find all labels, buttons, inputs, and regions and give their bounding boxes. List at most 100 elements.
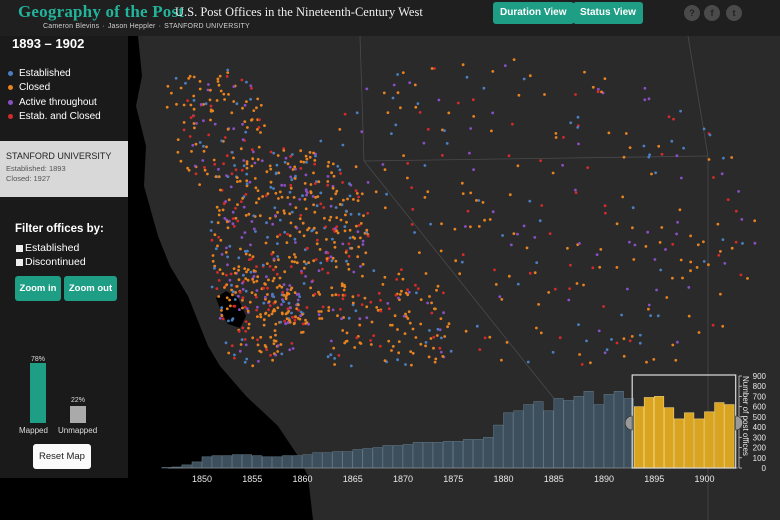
post-office-dot[interactable] — [225, 246, 228, 250]
post-office-dot[interactable] — [293, 177, 297, 180]
post-office-dot[interactable] — [280, 303, 283, 306]
post-office-dot[interactable] — [225, 154, 229, 158]
post-office-dot[interactable] — [620, 313, 623, 317]
post-office-dot[interactable] — [310, 229, 314, 233]
post-office-dot[interactable] — [272, 257, 276, 261]
post-office-dot[interactable] — [359, 265, 362, 268]
post-office-dot[interactable] — [299, 149, 303, 153]
post-office-dot[interactable] — [307, 322, 310, 326]
post-office-dot[interactable] — [286, 196, 290, 199]
post-office-dot[interactable] — [286, 321, 290, 325]
post-office-dot[interactable] — [356, 255, 360, 259]
post-office-dot[interactable] — [312, 203, 315, 207]
post-office-dot[interactable] — [361, 243, 365, 246]
post-office-dot[interactable] — [334, 192, 338, 196]
post-office-dot[interactable] — [377, 291, 381, 295]
post-office-dot[interactable] — [282, 293, 286, 297]
post-office-dot[interactable] — [226, 263, 229, 267]
post-office-dot[interactable] — [624, 132, 628, 135]
post-office-dot[interactable] — [424, 344, 427, 348]
post-office-dot[interactable] — [652, 358, 656, 361]
post-office-dot[interactable] — [298, 217, 302, 221]
post-office-dot[interactable] — [411, 351, 415, 355]
post-office-dot[interactable] — [659, 268, 663, 272]
post-office-dot[interactable] — [582, 283, 585, 287]
post-office-dot[interactable] — [259, 335, 263, 339]
post-office-dot[interactable] — [299, 160, 303, 163]
post-office-dot[interactable] — [643, 86, 647, 90]
post-office-dot[interactable] — [186, 99, 189, 102]
post-office-dot[interactable] — [264, 194, 268, 198]
post-office-dot[interactable] — [243, 267, 247, 270]
post-office-dot[interactable] — [272, 268, 275, 272]
post-office-dot[interactable] — [357, 294, 360, 297]
post-office-dot[interactable] — [328, 218, 332, 222]
post-office-dot[interactable] — [426, 301, 429, 305]
post-office-dot[interactable] — [325, 238, 328, 241]
post-office-dot[interactable] — [597, 329, 601, 333]
post-office-dot[interactable] — [574, 188, 577, 192]
post-office-dot[interactable] — [211, 259, 215, 263]
post-office-dot[interactable] — [216, 221, 220, 225]
post-office-dot[interactable] — [238, 179, 242, 183]
post-office-dot[interactable] — [493, 268, 496, 272]
post-office-dot[interactable] — [288, 255, 291, 259]
post-office-dot[interactable] — [314, 258, 318, 261]
post-office-dot[interactable] — [249, 97, 252, 101]
post-office-dot[interactable] — [395, 278, 399, 281]
post-office-dot[interactable] — [241, 122, 244, 126]
post-office-dot[interactable] — [324, 250, 328, 254]
post-office-dot[interactable] — [233, 356, 236, 360]
post-office-dot[interactable] — [389, 323, 392, 327]
post-office-dot[interactable] — [251, 255, 255, 259]
post-office-dot[interactable] — [215, 205, 219, 209]
post-office-dot[interactable] — [271, 358, 274, 362]
post-office-dot[interactable] — [282, 209, 286, 213]
post-office-dot[interactable] — [401, 71, 405, 74]
post-office-dot[interactable] — [213, 264, 217, 268]
post-office-dot[interactable] — [299, 310, 303, 314]
post-office-dot[interactable] — [689, 269, 692, 273]
post-office-dot[interactable] — [466, 209, 470, 213]
post-office-dot[interactable] — [667, 115, 671, 119]
post-office-dot[interactable] — [275, 272, 279, 276]
post-office-dot[interactable] — [734, 240, 738, 244]
post-office-dot[interactable] — [284, 156, 288, 160]
post-office-dot[interactable] — [453, 227, 457, 231]
post-office-dot[interactable] — [272, 295, 276, 299]
post-office-dot[interactable] — [414, 336, 418, 339]
post-office-dot[interactable] — [269, 353, 272, 357]
post-office-dot[interactable] — [647, 307, 650, 311]
post-office-dot[interactable] — [188, 135, 192, 138]
post-office-dot[interactable] — [490, 129, 493, 133]
post-office-dot[interactable] — [287, 292, 291, 296]
post-office-dot[interactable] — [586, 166, 590, 170]
post-office-dot[interactable] — [282, 147, 286, 150]
post-office-dot[interactable] — [259, 103, 263, 107]
post-office-dot[interactable] — [361, 239, 365, 243]
post-office-dot[interactable] — [707, 158, 711, 161]
post-office-dot[interactable] — [678, 208, 682, 212]
post-office-dot[interactable] — [265, 170, 269, 174]
post-office-dot[interactable] — [711, 323, 715, 327]
post-office-dot[interactable] — [424, 341, 428, 344]
post-office-dot[interactable] — [408, 321, 412, 325]
post-office-dot[interactable] — [498, 295, 502, 299]
post-office-dot[interactable] — [274, 300, 277, 304]
post-office-dot[interactable] — [290, 260, 294, 263]
post-office-dot[interactable] — [341, 143, 345, 147]
zoom-in-button[interactable]: Zoom in — [15, 276, 61, 301]
post-office-dot[interactable] — [675, 154, 679, 158]
post-office-dot[interactable] — [481, 201, 485, 204]
post-office-dot[interactable] — [217, 213, 221, 217]
post-office-dot[interactable] — [288, 284, 292, 287]
post-office-dot[interactable] — [252, 275, 256, 278]
post-office-dot[interactable] — [746, 277, 749, 280]
post-office-dot[interactable] — [276, 306, 280, 310]
post-office-dot[interactable] — [276, 255, 280, 258]
post-office-dot[interactable] — [432, 346, 435, 350]
post-office-dot[interactable] — [305, 247, 309, 250]
post-office-dot[interactable] — [605, 348, 609, 352]
post-office-dot[interactable] — [469, 191, 473, 195]
post-office-dot[interactable] — [304, 275, 307, 278]
